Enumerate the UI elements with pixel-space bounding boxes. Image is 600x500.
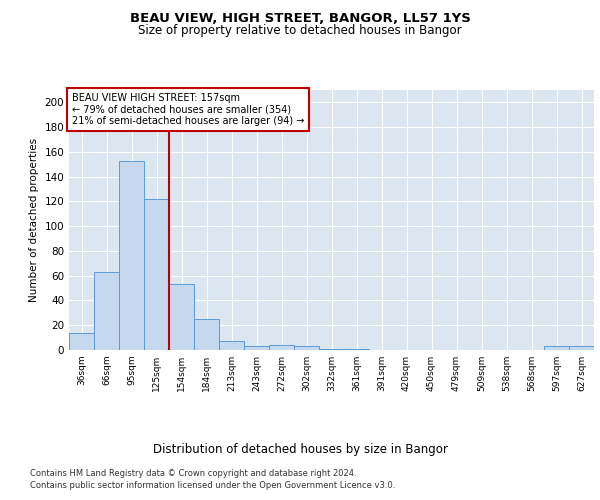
Text: Contains public sector information licensed under the Open Government Licence v3: Contains public sector information licen…	[30, 481, 395, 490]
Bar	[344, 349, 369, 350]
Bar	[169, 284, 194, 350]
Bar	[119, 160, 144, 350]
Bar	[194, 319, 219, 350]
Y-axis label: Number of detached properties: Number of detached properties	[29, 138, 39, 302]
Bar	[569, 346, 594, 350]
Text: BEAU VIEW HIGH STREET: 157sqm
← 79% of detached houses are smaller (354)
21% of : BEAU VIEW HIGH STREET: 157sqm ← 79% of d…	[71, 92, 304, 126]
Text: Size of property relative to detached houses in Bangor: Size of property relative to detached ho…	[138, 24, 462, 37]
Bar	[219, 342, 244, 350]
Bar	[244, 346, 269, 350]
Text: BEAU VIEW, HIGH STREET, BANGOR, LL57 1YS: BEAU VIEW, HIGH STREET, BANGOR, LL57 1YS	[130, 12, 470, 26]
Bar	[69, 332, 94, 350]
Text: Distribution of detached houses by size in Bangor: Distribution of detached houses by size …	[152, 442, 448, 456]
Bar	[294, 346, 319, 350]
Bar	[319, 349, 344, 350]
Text: Contains HM Land Registry data © Crown copyright and database right 2024.: Contains HM Land Registry data © Crown c…	[30, 469, 356, 478]
Bar	[544, 346, 569, 350]
Bar	[269, 345, 294, 350]
Bar	[144, 199, 169, 350]
Bar	[94, 272, 119, 350]
